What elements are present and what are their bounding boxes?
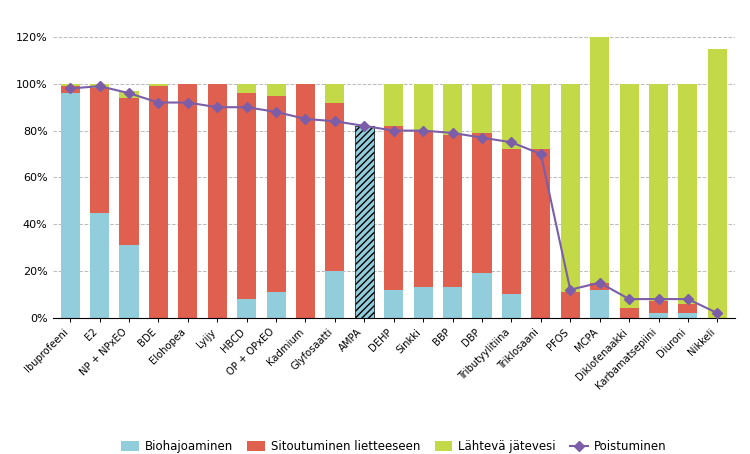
Bar: [502, 294, 521, 318]
Bar: [61, 84, 80, 86]
Bar: [148, 84, 168, 86]
Bar: [326, 84, 344, 103]
Bar: [413, 84, 433, 131]
Legend: Biohajoaminen, Sitoutuminen lietteeseen, Lähtevä jätevesi, Poistuminen: Biohajoaminen, Sitoutuminen lietteeseen,…: [116, 435, 671, 454]
Bar: [355, 126, 374, 318]
Bar: [708, 49, 727, 318]
Bar: [472, 84, 491, 133]
Bar: [590, 283, 609, 290]
Bar: [590, 290, 609, 318]
Bar: [384, 126, 404, 290]
Bar: [237, 299, 256, 318]
Bar: [61, 93, 80, 318]
Bar: [502, 149, 521, 294]
Bar: [266, 84, 286, 95]
Bar: [561, 84, 580, 292]
Bar: [502, 84, 521, 149]
Bar: [649, 84, 668, 301]
Bar: [384, 290, 404, 318]
Bar: [296, 84, 315, 318]
Bar: [90, 89, 110, 212]
Bar: [531, 84, 550, 149]
Bar: [384, 84, 404, 126]
Bar: [649, 313, 668, 318]
Bar: [148, 86, 168, 318]
Bar: [561, 292, 580, 318]
Bar: [443, 287, 462, 318]
Bar: [472, 273, 491, 318]
Bar: [90, 212, 110, 318]
Bar: [649, 301, 668, 313]
Bar: [413, 131, 433, 287]
Bar: [61, 86, 80, 93]
Bar: [620, 84, 639, 308]
Bar: [119, 98, 139, 245]
Bar: [443, 84, 462, 135]
Bar: [326, 271, 344, 318]
Bar: [266, 95, 286, 292]
Bar: [208, 84, 226, 318]
Bar: [326, 103, 344, 271]
Bar: [590, 37, 609, 283]
Bar: [678, 313, 698, 318]
Bar: [90, 84, 110, 89]
Bar: [678, 304, 698, 313]
Bar: [531, 149, 550, 318]
Bar: [119, 245, 139, 318]
Bar: [678, 84, 698, 304]
Bar: [413, 287, 433, 318]
Bar: [443, 135, 462, 287]
Bar: [178, 84, 197, 318]
Bar: [237, 84, 256, 93]
Bar: [237, 93, 256, 299]
Bar: [119, 91, 139, 98]
Bar: [266, 292, 286, 318]
Bar: [620, 308, 639, 318]
Bar: [472, 133, 491, 273]
